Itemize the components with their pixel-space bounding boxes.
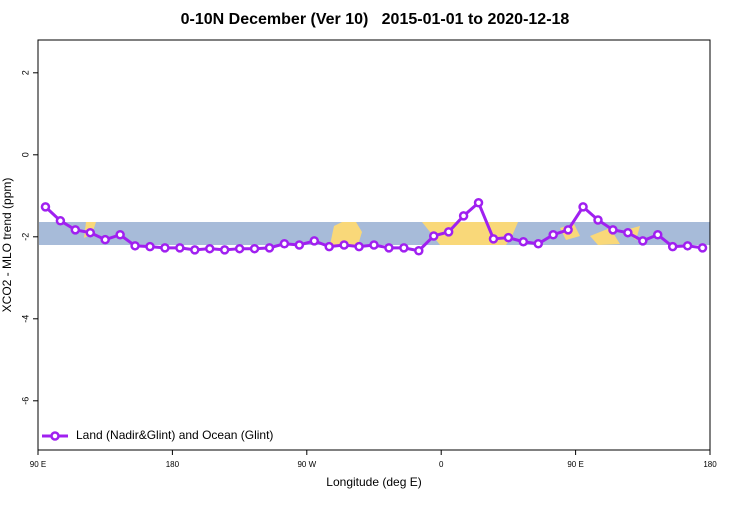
data-point bbox=[234, 243, 245, 254]
data-point bbox=[593, 215, 603, 225]
data-point bbox=[428, 231, 439, 241]
data-point bbox=[623, 227, 633, 238]
x-tick-label: 90 W bbox=[297, 460, 316, 469]
x-tick-label: 180 bbox=[166, 460, 180, 469]
y-tick-label: -6 bbox=[20, 397, 30, 405]
data-point bbox=[130, 241, 140, 251]
data-point bbox=[190, 245, 200, 255]
legend-label: Land (Nadir&Glint) and Ocean (Glint) bbox=[76, 428, 273, 442]
y-tick-label: 0 bbox=[20, 152, 30, 157]
data-point bbox=[175, 243, 185, 253]
data-point bbox=[414, 245, 424, 256]
x-tick-label: 0 bbox=[439, 460, 444, 469]
data-point bbox=[204, 243, 215, 254]
data-point bbox=[473, 198, 484, 208]
data-point bbox=[324, 241, 334, 252]
data-point bbox=[160, 243, 170, 253]
data-point bbox=[219, 245, 230, 255]
data-point bbox=[608, 225, 618, 235]
data-point bbox=[369, 240, 379, 250]
data-point bbox=[443, 227, 454, 237]
data-point bbox=[264, 243, 275, 253]
data-point bbox=[682, 241, 693, 251]
x-tick-label: 90 E bbox=[30, 460, 46, 469]
y-tick-label: -2 bbox=[20, 233, 30, 241]
x-axis-label: Longitude (deg E) bbox=[326, 475, 421, 489]
data-point bbox=[697, 243, 708, 253]
data-point bbox=[488, 234, 499, 244]
legend-marker bbox=[50, 431, 60, 441]
data-point bbox=[563, 225, 573, 235]
data-point bbox=[85, 227, 96, 238]
data-point bbox=[399, 243, 409, 253]
data-point bbox=[533, 239, 544, 249]
data-point bbox=[100, 234, 110, 245]
data-point bbox=[548, 230, 558, 240]
data-point bbox=[279, 239, 290, 249]
data-point bbox=[145, 241, 155, 252]
data-point bbox=[309, 236, 320, 246]
y-tick-label: -4 bbox=[20, 315, 30, 323]
x-tick-label: 90 E bbox=[567, 460, 583, 469]
x-tick-label: 180 bbox=[703, 460, 717, 469]
data-point bbox=[354, 241, 364, 252]
data-point bbox=[518, 236, 529, 247]
data-point bbox=[70, 225, 81, 235]
data-point bbox=[115, 230, 125, 240]
data-point bbox=[339, 240, 349, 250]
data-point bbox=[578, 202, 588, 212]
y-tick-label: 2 bbox=[20, 70, 30, 75]
data-point bbox=[667, 241, 678, 252]
data-point bbox=[652, 230, 663, 240]
data-point bbox=[40, 202, 51, 212]
data-point bbox=[55, 216, 66, 226]
plot-frame bbox=[37, 39, 711, 451]
data-point bbox=[384, 243, 394, 253]
data-point bbox=[249, 243, 260, 254]
y-axis-label: XCO2 - MLO trend (ppm) bbox=[0, 178, 14, 313]
data-point bbox=[503, 232, 514, 243]
chart-title: 0-10N December (Ver 10) 2015-01-01 to 20… bbox=[181, 11, 570, 28]
data-point bbox=[294, 240, 305, 250]
data-point bbox=[458, 211, 469, 221]
data-point bbox=[638, 236, 648, 246]
